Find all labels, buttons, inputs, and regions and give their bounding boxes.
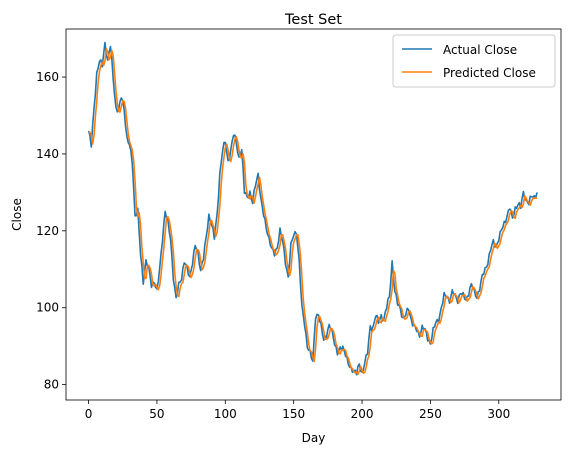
x-tick-label: 0	[85, 407, 93, 421]
x-tick-label: 300	[487, 407, 510, 421]
x-tick-label: 50	[149, 407, 164, 421]
y-tick-label: 140	[36, 147, 59, 161]
series-actual-close-line	[87, 41, 538, 376]
x-tick-label: 100	[214, 407, 237, 421]
x-axis-label: Day	[302, 431, 326, 445]
y-tick-label: 80	[44, 378, 59, 392]
y-axis-label: Close	[10, 198, 24, 231]
y-tick-label: 100	[36, 301, 59, 315]
y-tick-label: 120	[36, 224, 59, 238]
legend-box	[392, 34, 556, 88]
series-predicted-close-line	[88, 47, 538, 376]
legend-label-predicted-close: Predicted Close	[443, 66, 536, 80]
x-tick-label: 200	[351, 407, 374, 421]
legend-label-actual-close: Actual Close	[443, 43, 517, 57]
plot-area	[87, 41, 538, 376]
x-tick-label: 150	[282, 407, 305, 421]
y-axis: 80 100 120 140 160	[36, 70, 66, 392]
y-tick-label: 160	[36, 70, 59, 84]
x-tick-label: 250	[419, 407, 442, 421]
legend: Actual Close Predicted Close	[392, 34, 556, 88]
x-axis: 0 50 100 150 200 250 300	[85, 400, 510, 421]
axes-frame	[65, 28, 562, 401]
chart-title: Test Set	[284, 12, 342, 28]
